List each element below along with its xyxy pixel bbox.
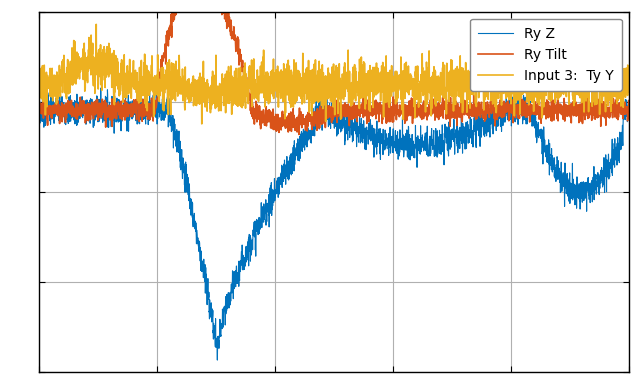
Ry Tilt bbox=[625, 98, 633, 103]
Ry Tilt bbox=[137, 113, 145, 117]
Ry Z bbox=[614, 143, 622, 148]
Ry Z bbox=[35, 94, 42, 99]
Input 3:  Ty Y: (0.0977, 1.3): Ty Y: (0.0977, 1.3) bbox=[92, 22, 100, 27]
Ry Tilt bbox=[35, 99, 42, 103]
Ry Tilt bbox=[102, 111, 110, 116]
Ry Z bbox=[102, 113, 110, 117]
Input 3:  Ty Y: (0.427, 0.423): Ty Y: (0.427, 0.423) bbox=[287, 78, 295, 82]
Input 3:  Ty Y: (0.174, 0.261): Ty Y: (0.174, 0.261) bbox=[137, 88, 145, 93]
Ry Z bbox=[97, 86, 105, 91]
Ry Z bbox=[261, 211, 269, 215]
Ry Tilt bbox=[295, 132, 303, 137]
Ry Z bbox=[287, 158, 295, 162]
Input 3:  Ty Y: (0.384, 0.313): Ty Y: (0.384, 0.313) bbox=[261, 85, 269, 89]
Ry Z bbox=[550, 174, 558, 179]
Ry Tilt bbox=[614, 117, 622, 122]
Input 3:  Ty Y: (0.981, 0.333): Ty Y: (0.981, 0.333) bbox=[614, 83, 622, 88]
Input 3:  Ty Y: (1, 0.357): Ty Y: (1, 0.357) bbox=[625, 82, 633, 86]
Ry Z bbox=[625, 106, 633, 111]
Line: Input 3:  Ty Y: Input 3: Ty Y bbox=[39, 24, 629, 124]
Legend: Ry Z, Ry Tilt, Input 3:  Ty Y: Ry Z, Ry Tilt, Input 3: Ty Y bbox=[470, 19, 622, 91]
Line: Ry Tilt: Ry Tilt bbox=[39, 0, 629, 134]
Ry Z bbox=[137, 95, 145, 100]
Ry Z bbox=[214, 358, 221, 363]
Input 3:  Ty Y: (0, 0.175): Ty Y: (0, 0.175) bbox=[35, 93, 42, 98]
Line: Ry Z: Ry Z bbox=[39, 88, 629, 360]
Input 3:  Ty Y: (0.873, 0.509): Ty Y: (0.873, 0.509) bbox=[550, 72, 558, 77]
Ry Tilt bbox=[550, 100, 558, 105]
Input 3:  Ty Y: (0.276, -0.271): Ty Y: (0.276, -0.271) bbox=[198, 122, 205, 126]
Input 3:  Ty Y: (0.114, 0.842): Ty Y: (0.114, 0.842) bbox=[102, 51, 110, 56]
Ry Tilt bbox=[261, 121, 269, 125]
Ry Tilt bbox=[287, 110, 295, 114]
